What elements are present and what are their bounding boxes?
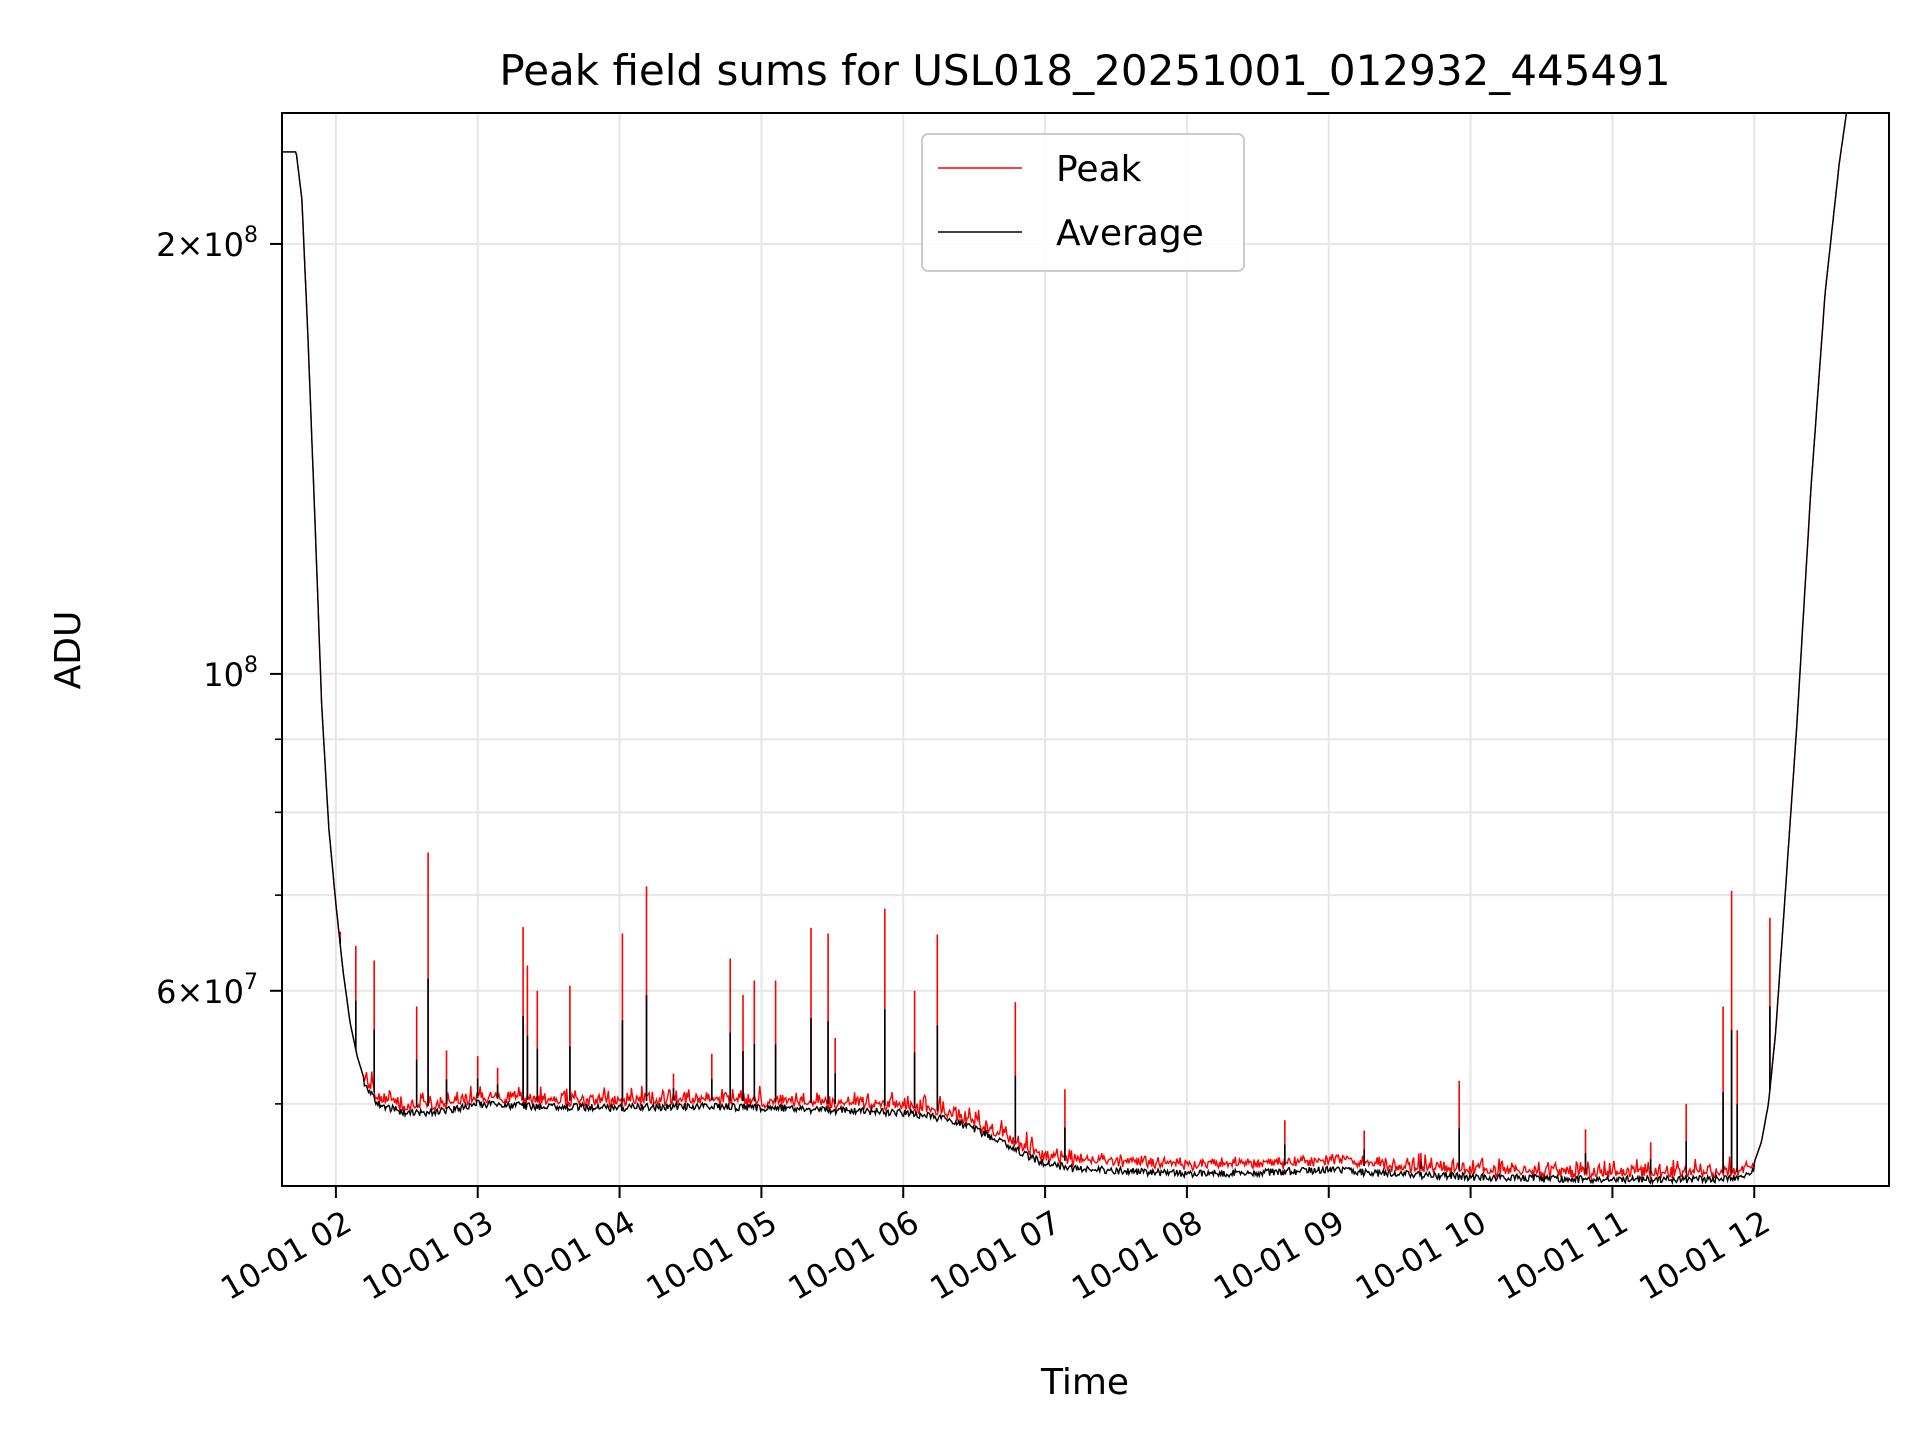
grid xyxy=(282,113,1889,1186)
y-tick-label: 6×107 xyxy=(156,970,258,1011)
plot-series xyxy=(282,113,1848,1186)
average-series-line xyxy=(282,113,1848,1186)
y-tick-label: 108 xyxy=(203,653,258,694)
y-tick-label: 2×108 xyxy=(156,223,258,264)
chart-title: Peak field sums for USL018_20251001_0129… xyxy=(499,46,1670,95)
y-axis-ticks: 6×107 108 2×108 xyxy=(156,223,282,1105)
legend: Peak Average xyxy=(921,133,1245,272)
average-series-spikes xyxy=(339,938,1771,1174)
y-axis-label: ADU xyxy=(48,611,89,690)
legend-peak-label: Peak xyxy=(1056,149,1142,190)
legend-average-label: Average xyxy=(1056,213,1204,254)
axes-frame xyxy=(281,112,1890,1187)
x-axis-label: Time xyxy=(1040,1362,1129,1403)
